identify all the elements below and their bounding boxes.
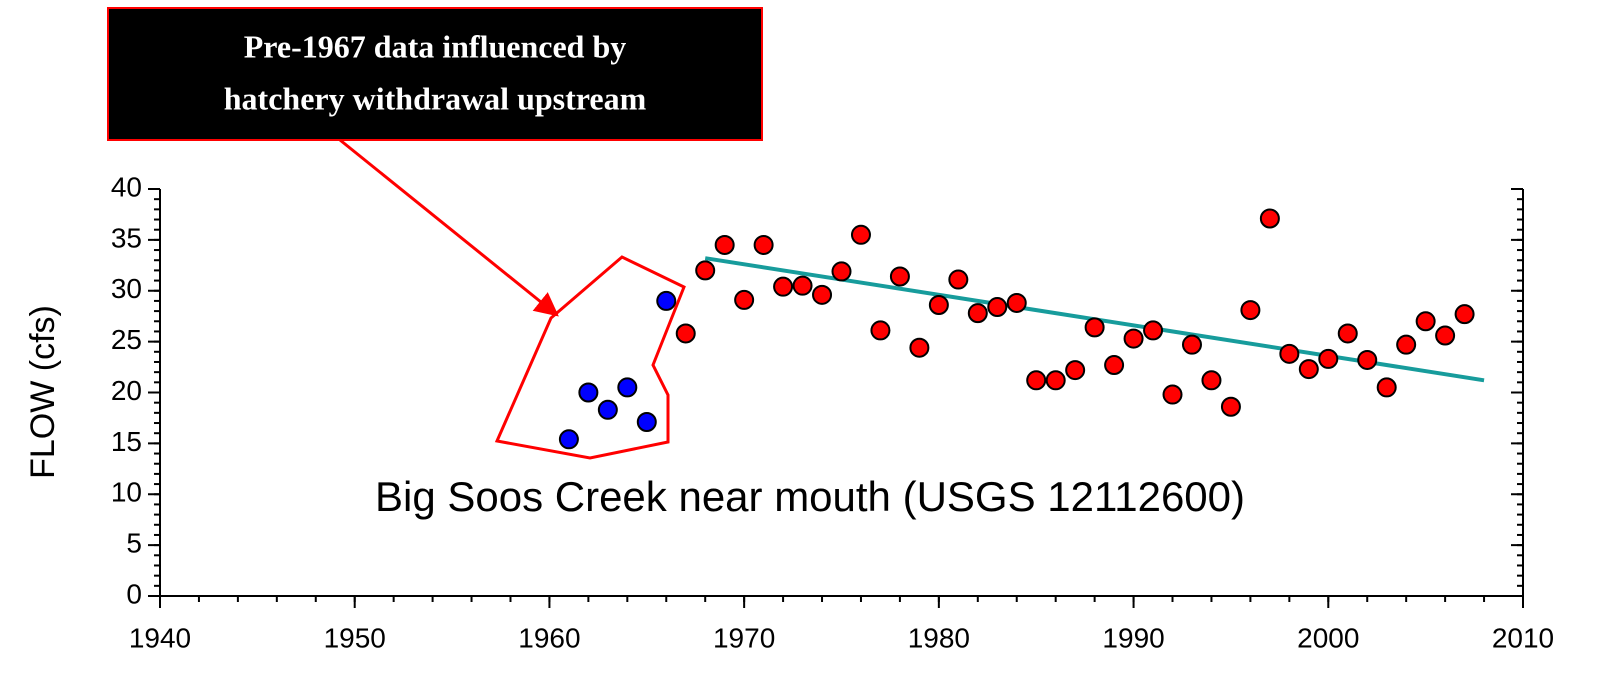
point: [850, 224, 871, 245]
point: [1181, 334, 1202, 355]
y-tick-label: 25: [111, 324, 142, 355]
point: [734, 289, 755, 310]
point: [597, 399, 618, 420]
y-axis-label: FLOW (cfs): [24, 305, 62, 479]
x-tick-label: 1970: [713, 622, 775, 653]
point: [889, 266, 910, 287]
x-tick-label: 1960: [518, 622, 580, 653]
point: [1415, 311, 1436, 332]
point: [636, 412, 657, 433]
point: [1376, 377, 1397, 398]
point: [1396, 334, 1417, 355]
y-tick-label: 15: [111, 426, 142, 457]
point: [675, 323, 696, 344]
point: [1045, 370, 1066, 391]
x-tick-label: 2000: [1297, 622, 1359, 653]
y-tick-label: 5: [126, 528, 142, 559]
point: [1065, 360, 1086, 381]
callout-arrow: [339, 138, 559, 317]
point: [1454, 304, 1475, 325]
x-tick-label: 1990: [1102, 622, 1164, 653]
point: [928, 294, 949, 315]
point: [714, 234, 735, 255]
point: [1201, 370, 1222, 391]
point: [1259, 208, 1280, 229]
point: [1006, 292, 1027, 313]
point: [558, 429, 579, 450]
x-tick-label: 1950: [324, 622, 386, 653]
y-tick-label: 0: [126, 578, 142, 609]
point: [909, 337, 930, 358]
x-tick-label: 1980: [908, 622, 970, 653]
point: [1104, 355, 1125, 376]
point: [1318, 348, 1339, 369]
point: [1435, 325, 1456, 346]
x-tick-label: 1940: [129, 622, 191, 653]
y-tick-label: 40: [111, 171, 142, 202]
annotation: Big Soos Creek near mouth (USGS 12112600…: [375, 473, 1245, 520]
point: [1084, 317, 1105, 338]
point: [1162, 384, 1183, 405]
point: [578, 382, 599, 403]
y-tick-label: 20: [111, 375, 142, 406]
point: [1143, 320, 1164, 341]
point: [870, 320, 891, 341]
point: [812, 284, 833, 305]
point: [948, 269, 969, 290]
point: [1220, 396, 1241, 417]
point: [1240, 300, 1261, 321]
y-tick-label: 10: [111, 477, 142, 508]
y-tick-label: 30: [111, 273, 142, 304]
plot-area: 0 5 10 15 20 25 30 35 40 1940 1950 1960 1970 1980 1990…: [111, 171, 1554, 653]
point: [1026, 370, 1047, 391]
point: [753, 234, 774, 255]
point: [792, 275, 813, 296]
point: [1298, 359, 1319, 380]
callout-line: hatchery withdrawal upstream: [224, 80, 647, 116]
callout-box: [107, 7, 763, 141]
point: [695, 260, 716, 281]
point: [617, 377, 638, 398]
y-tick-label: 35: [111, 222, 142, 253]
point: [656, 290, 677, 311]
point: [1279, 343, 1300, 364]
callout-line: Pre-1967 data influenced by: [244, 28, 627, 64]
highlight-outline: [494, 255, 686, 460]
point: [967, 303, 988, 324]
point: [831, 261, 852, 282]
point: [1357, 349, 1378, 370]
point: [773, 276, 794, 297]
point: [1337, 323, 1358, 344]
point: [987, 297, 1008, 318]
x-tick-label: 2010: [1492, 622, 1554, 653]
point: [1123, 328, 1144, 349]
